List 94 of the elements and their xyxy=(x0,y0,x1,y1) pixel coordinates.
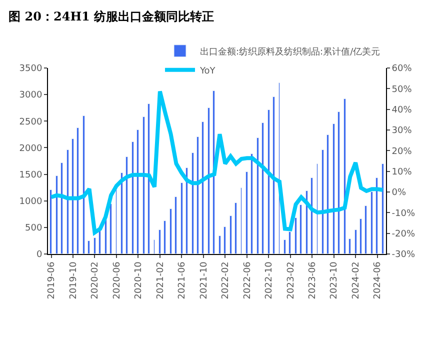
bar xyxy=(196,136,199,254)
y-tick-label: 500 xyxy=(25,224,42,234)
y2-tick-label: 60% xyxy=(392,64,412,74)
bar xyxy=(268,110,270,254)
bar xyxy=(224,226,226,254)
bar xyxy=(284,240,286,254)
bar xyxy=(82,116,85,254)
bar xyxy=(348,238,351,254)
y-tick-label: 2500 xyxy=(19,117,42,128)
bar xyxy=(142,116,145,254)
bar xyxy=(218,236,221,254)
bar xyxy=(310,178,313,254)
y-tick-label: 1000 xyxy=(19,197,42,208)
y2-tick-label: 0% xyxy=(392,188,407,198)
bar xyxy=(256,138,259,254)
bar xyxy=(272,96,275,254)
bar xyxy=(110,204,112,254)
bar xyxy=(88,240,90,254)
x-tick-label: 2022-10 xyxy=(264,261,275,300)
x-tick-label: 2019-06 xyxy=(47,261,58,300)
bar xyxy=(94,238,96,254)
bar xyxy=(246,172,248,254)
y2-tick-label: 30% xyxy=(392,126,412,136)
legend-label: YoY xyxy=(199,66,216,76)
bar xyxy=(148,104,150,254)
bar xyxy=(208,108,210,254)
bar xyxy=(306,190,308,254)
bar xyxy=(180,182,183,254)
x-tick-label: 2022-02 xyxy=(221,262,232,300)
y2-tick-label: 40% xyxy=(392,105,412,116)
bar xyxy=(186,168,188,254)
legend-label: 出口金额:纺织原料及纺织制品:累计值/亿美元 xyxy=(200,46,380,58)
bar xyxy=(360,218,362,254)
y-tick-label: 3500 xyxy=(19,64,42,74)
bar xyxy=(50,190,52,254)
bar xyxy=(170,208,172,254)
bar xyxy=(212,90,215,254)
bar xyxy=(300,204,302,254)
y2-tick-label: 20% xyxy=(392,146,412,157)
x-tick-label: 2023-02 xyxy=(286,262,296,300)
bar xyxy=(164,220,166,254)
bar xyxy=(72,138,74,254)
chart-title: 图 20：24H1 纺服出口金额同比转正 xyxy=(8,9,214,24)
bar xyxy=(376,178,378,254)
bar xyxy=(262,122,264,254)
bar xyxy=(192,152,194,254)
y2-tick-label: 10% xyxy=(392,167,412,178)
y-tick-label: 0 xyxy=(36,250,42,260)
bar xyxy=(230,216,232,254)
x-tick-label: 2021-06 xyxy=(178,261,188,300)
bar xyxy=(288,232,291,254)
bar xyxy=(136,130,139,254)
bar xyxy=(98,230,101,254)
x-tick-label: 2024-06 xyxy=(373,261,384,300)
y2-tick-label: 50% xyxy=(392,84,412,95)
bar xyxy=(56,176,58,254)
bar xyxy=(364,206,367,254)
x-tick-label: 2022-06 xyxy=(242,261,253,300)
bar xyxy=(234,202,237,254)
bar xyxy=(322,150,324,254)
bar xyxy=(326,134,329,254)
x-tick-label: 2023-10 xyxy=(330,261,340,300)
bar xyxy=(332,124,335,254)
x-tick-label: 2021-10 xyxy=(199,261,210,300)
x-tick-label: 2021-02 xyxy=(156,262,166,300)
x-tick-label: 2020-10 xyxy=(134,261,144,300)
y2-tick-label: -30% xyxy=(392,250,416,260)
y2-tick-label: -20% xyxy=(392,229,416,240)
bar xyxy=(294,218,297,254)
bar xyxy=(132,142,134,254)
y-tick-label: 2000 xyxy=(19,144,42,154)
y2-tick-label: -10% xyxy=(392,208,416,219)
x-tick-label: 2020-02 xyxy=(90,262,101,300)
bar xyxy=(126,156,128,254)
bar xyxy=(250,154,253,254)
bar xyxy=(354,230,357,254)
bar xyxy=(202,122,204,254)
bar xyxy=(60,162,63,254)
bar xyxy=(338,112,340,254)
bar xyxy=(174,196,177,254)
y-tick-label: 1500 xyxy=(19,170,42,180)
bar xyxy=(104,218,107,254)
y-tick-label: 3000 xyxy=(19,90,42,101)
x-tick-label: 2023-06 xyxy=(308,261,318,300)
bar xyxy=(158,230,161,254)
bar xyxy=(66,150,69,254)
bar xyxy=(382,164,384,254)
x-tick-label: 2020-06 xyxy=(112,261,122,300)
bar xyxy=(76,128,79,254)
line-series xyxy=(49,89,385,235)
bar xyxy=(120,172,123,254)
x-tick-label: 2019-10 xyxy=(68,261,79,300)
x-tick-label: 2024-02 xyxy=(351,262,362,300)
bar xyxy=(370,192,373,254)
